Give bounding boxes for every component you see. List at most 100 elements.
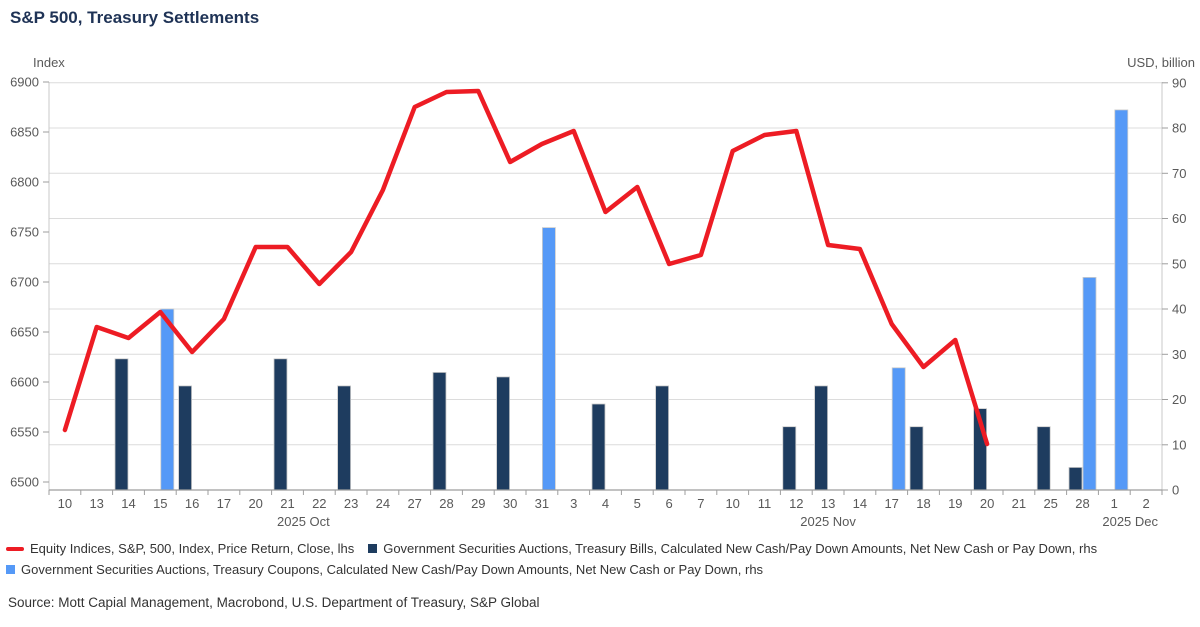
x-axis-day-label: 16 bbox=[185, 496, 199, 511]
combo-chart: 650065506600665067006750680068506900Inde… bbox=[10, 55, 1195, 529]
bar bbox=[1114, 109, 1129, 491]
x-axis-day-label: 20 bbox=[248, 496, 262, 511]
y-axis-left-tick-label: 6550 bbox=[10, 425, 39, 440]
legend-label: Government Securities Auctions, Treasury… bbox=[383, 541, 1098, 556]
y-axis-left-tick-label: 6750 bbox=[10, 225, 39, 240]
y-axis-right: 0 10 20 30 40 50 60 70 80 90 USD, billion bbox=[1127, 55, 1195, 498]
y-axis-right-tick-label: 0 bbox=[1172, 483, 1179, 498]
bar bbox=[782, 426, 797, 491]
x-axis-day-label: 6 bbox=[665, 496, 672, 511]
legend-item-equity: Equity Indices, S&P, 500, Index, Price R… bbox=[6, 538, 354, 559]
x-axis-ticks bbox=[48, 490, 1163, 495]
legend-item-bills: Government Securities Auctions, Treasury… bbox=[368, 538, 1097, 559]
y-axis-left-tick-label: 6650 bbox=[10, 325, 39, 340]
x-axis-day-label: 14 bbox=[853, 496, 867, 511]
y-axis-right-tick-label: 60 bbox=[1172, 211, 1186, 226]
x-axis-day-label: 24 bbox=[376, 496, 390, 511]
x-axis-day-label: 20 bbox=[980, 496, 994, 511]
x-axis-day-label: 3 bbox=[570, 496, 577, 511]
x-axis-day-label: 14 bbox=[121, 496, 135, 511]
y-axis-right-tick-label: 20 bbox=[1172, 392, 1186, 407]
x-axis-day-label: 27 bbox=[407, 496, 421, 511]
y-axis-left-tick-label: 6500 bbox=[10, 475, 39, 490]
line-series-marker-icon bbox=[6, 546, 24, 551]
gridlines bbox=[49, 82, 1162, 446]
x-axis-day-label: 13 bbox=[89, 496, 103, 511]
y-axis-left: 6500 6550 6600 6650 6700 6750 6800 6850 6900 Inde… bbox=[10, 55, 65, 490]
legend-label: Equity Indices, S&P, 500, Index, Price R… bbox=[30, 541, 355, 556]
x-axis-day-label: 21 bbox=[280, 496, 294, 511]
x-axis-month-label: 2025 Nov bbox=[800, 514, 856, 529]
x-axis-day-label: 17 bbox=[217, 496, 231, 511]
bar bbox=[114, 358, 129, 491]
bar bbox=[591, 403, 606, 491]
x-axis-day-label: 21 bbox=[1012, 496, 1026, 511]
y-axis-left-tick-label: 6600 bbox=[10, 375, 39, 390]
y-axis-left-tick-label: 6900 bbox=[10, 75, 39, 90]
x-axis-day-label: 5 bbox=[634, 496, 641, 511]
x-axis-day-label: 22 bbox=[312, 496, 326, 511]
x-axis-day-label: 2 bbox=[1142, 496, 1149, 511]
x-axis-day-label: 28 bbox=[439, 496, 453, 511]
bar bbox=[542, 227, 556, 491]
bar bbox=[273, 358, 288, 491]
x-axis-day-label: 23 bbox=[344, 496, 358, 511]
chart-legend: Equity Indices, S&P, 500, Index, Price R… bbox=[6, 538, 1196, 580]
legend-item-coupons: Government Securities Auctions, Treasury… bbox=[6, 559, 763, 580]
x-axis-day-label: 1 bbox=[1111, 496, 1118, 511]
x-axis-day-label: 10 bbox=[58, 496, 72, 511]
y-axis-left-tick-label: 6800 bbox=[10, 175, 39, 190]
y-axis-left-tick-label: 6850 bbox=[10, 125, 39, 140]
bar bbox=[178, 385, 193, 491]
x-axis-day-label: 13 bbox=[821, 496, 835, 511]
bar-series bbox=[114, 358, 1083, 491]
x-axis-day-label: 7 bbox=[697, 496, 704, 511]
y-axis-right-tick-label: 70 bbox=[1172, 166, 1186, 181]
y-axis-right-tick-label: 80 bbox=[1172, 121, 1186, 136]
x-axis-month-label: 2025 Oct bbox=[277, 514, 330, 529]
legend-label: Government Securities Auctions, Treasury… bbox=[21, 562, 764, 577]
legend-row-1: Equity Indices, S&P, 500, Index, Price R… bbox=[6, 538, 1196, 559]
bar bbox=[655, 385, 669, 491]
y-axis-right-tick-label: 90 bbox=[1172, 75, 1186, 90]
x-axis-day-label: 4 bbox=[602, 496, 609, 511]
x-axis-day-label: 18 bbox=[916, 496, 930, 511]
x-axis-labels: 10 13 14 15 16 17 20 21 22 23 24 27 28 29 30 31 3 4 5 6 7 10 1… bbox=[58, 496, 1159, 529]
bar bbox=[1036, 426, 1051, 491]
x-axis-day-label: 15 bbox=[153, 496, 167, 511]
y-axis-right-tick-label: 50 bbox=[1172, 256, 1186, 271]
chart-title: S&P 500, Treasury Settlements bbox=[10, 8, 260, 27]
y-axis-left-tick-label: 6700 bbox=[10, 275, 39, 290]
line-series bbox=[62, 88, 990, 447]
source-line: Source: Mott Capial Management, Macrobon… bbox=[8, 595, 540, 610]
bar bbox=[496, 376, 511, 491]
bar bbox=[1082, 276, 1097, 491]
bar bbox=[909, 426, 924, 491]
y-axis-left-unit-label: Index bbox=[33, 55, 65, 70]
bar bbox=[337, 385, 352, 491]
x-axis-day-label: 25 bbox=[1043, 496, 1057, 511]
bar-series-marker-icon bbox=[368, 544, 378, 553]
x-axis-day-label: 10 bbox=[725, 496, 739, 511]
x-axis-day-label: 31 bbox=[535, 496, 549, 511]
bar bbox=[1068, 466, 1083, 491]
x-axis-day-label: 17 bbox=[884, 496, 898, 511]
x-axis-day-label: 19 bbox=[948, 496, 962, 511]
bar bbox=[432, 371, 447, 491]
bar bbox=[160, 308, 175, 491]
bar bbox=[814, 385, 828, 491]
x-axis-day-label: 28 bbox=[1075, 496, 1089, 511]
x-axis-day-label: 12 bbox=[789, 496, 803, 511]
bar-series-marker-icon bbox=[6, 565, 15, 574]
bar bbox=[891, 367, 906, 491]
x-axis-day-label: 29 bbox=[471, 496, 485, 511]
x-axis-day-label: 11 bbox=[758, 496, 772, 511]
y-axis-right-tick-label: 10 bbox=[1172, 437, 1186, 452]
x-axis-day-label: 30 bbox=[503, 496, 517, 511]
y-axis-right-unit-label: USD, billion bbox=[1127, 55, 1195, 70]
y-axis-right-tick-label: 40 bbox=[1172, 302, 1186, 317]
x-axis-month-label: 2025 Dec bbox=[1102, 514, 1158, 529]
y-axis-right-tick-label: 30 bbox=[1172, 347, 1186, 362]
legend-row-2: Government Securities Auctions, Treasury… bbox=[6, 559, 1196, 580]
